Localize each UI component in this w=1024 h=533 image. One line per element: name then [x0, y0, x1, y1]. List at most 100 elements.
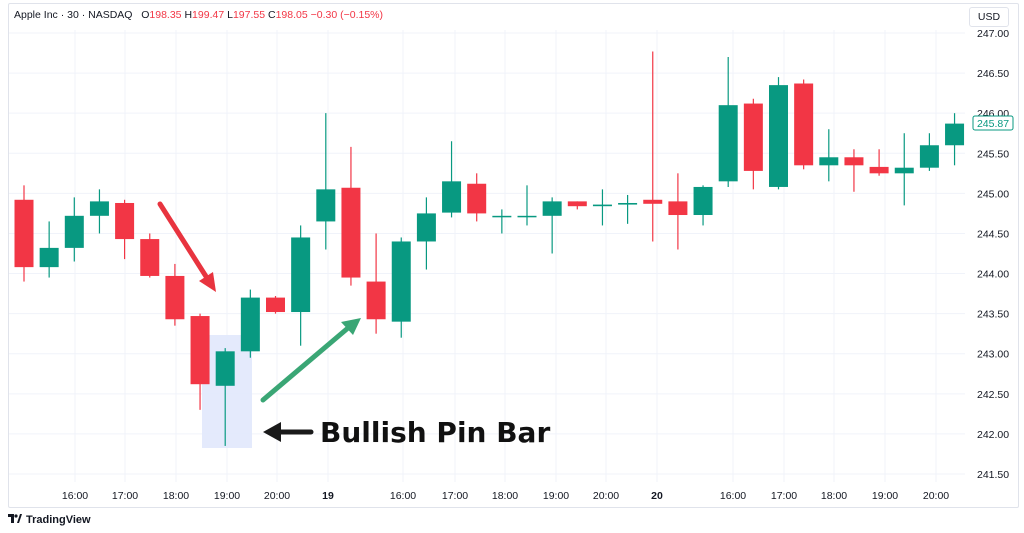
candle[interactable] — [39, 221, 59, 278]
price-tick-label: 246.50 — [977, 68, 1009, 80]
candle-body — [592, 204, 612, 207]
close-label: C — [267, 9, 276, 21]
candle[interactable] — [945, 113, 965, 166]
last-price-label: 245.87 — [972, 115, 1014, 131]
time-tick-label: 17:00 — [771, 490, 797, 502]
candle[interactable] — [190, 313, 210, 410]
down-arrow — [157, 201, 210, 281]
candle-body — [794, 83, 814, 166]
candle-body — [467, 183, 487, 214]
candle-body — [316, 189, 336, 222]
candle-body — [291, 237, 311, 313]
candle[interactable] — [316, 113, 336, 250]
candle-body — [919, 145, 939, 168]
candle[interactable] — [643, 51, 663, 242]
candle-body — [115, 202, 135, 240]
time-tick-label: 20:00 — [923, 490, 949, 502]
annotation-label: Bullish Pin Bar — [320, 416, 550, 449]
candle[interactable] — [769, 77, 788, 190]
candle-body — [769, 85, 788, 187]
pointer-arrowhead — [263, 422, 281, 442]
candle[interactable] — [140, 233, 160, 278]
candle-body — [869, 166, 889, 174]
candle[interactable] — [794, 79, 814, 170]
down-arrowhead — [199, 272, 216, 292]
candle[interactable] — [115, 199, 135, 260]
candle[interactable] — [618, 194, 638, 224]
candle[interactable] — [467, 173, 487, 222]
candles — [14, 51, 965, 446]
candle[interactable] — [894, 133, 914, 206]
candle-body — [442, 181, 462, 213]
candle-body — [416, 213, 436, 242]
candle[interactable] — [517, 185, 537, 226]
candle[interactable] — [165, 263, 185, 326]
tradingview-logo-icon — [8, 514, 22, 526]
candle[interactable] — [64, 197, 84, 262]
candle[interactable] — [416, 197, 436, 270]
time-tick-label: 19:00 — [543, 490, 569, 502]
candle[interactable] — [592, 189, 612, 226]
candle-body — [894, 167, 914, 174]
candle[interactable] — [240, 289, 260, 358]
candle[interactable] — [89, 189, 109, 234]
candle-body — [718, 105, 738, 182]
currency-button[interactable]: USD — [969, 7, 1009, 27]
symbol-name: Apple Inc · 30 · NASDAQ — [14, 9, 133, 21]
candle[interactable] — [266, 295, 285, 314]
candle-body — [945, 123, 965, 146]
candle[interactable] — [14, 185, 34, 282]
candle[interactable] — [844, 149, 864, 192]
candle-body — [567, 201, 587, 207]
candle-body — [492, 215, 512, 218]
price-axis: 247.00246.50246.00245.50245.00244.50244.… — [977, 28, 1009, 481]
candle[interactable] — [291, 225, 311, 346]
time-tick-label: 20:00 — [264, 490, 290, 502]
candle-body — [693, 186, 713, 216]
time-tick-label: 18:00 — [492, 490, 518, 502]
candle[interactable] — [743, 98, 763, 190]
price-tick-label: 242.00 — [977, 429, 1009, 441]
candle-body — [165, 275, 185, 320]
annotation-arrows — [157, 201, 361, 442]
last-price-value: 245.87 — [977, 118, 1009, 130]
tradingview-logo[interactable]: TradingView — [8, 514, 91, 526]
candle[interactable] — [668, 173, 688, 250]
time-axis: 16:00 17:00 18:00 19:00 20:00 19 16:00 17:00 18:… — [62, 490, 949, 502]
candle[interactable] — [919, 133, 939, 171]
candle-body — [215, 351, 235, 386]
candle-body — [391, 241, 411, 322]
time-tick-label: 17:00 — [442, 490, 468, 502]
candle[interactable] — [693, 185, 713, 226]
candle-body — [341, 187, 361, 278]
time-tick-label: 19:00 — [872, 490, 898, 502]
candle[interactable] — [819, 129, 839, 182]
time-tick-label: 17:00 — [112, 490, 138, 502]
candle[interactable] — [718, 57, 738, 187]
candle[interactable] — [366, 233, 386, 334]
candle[interactable] — [567, 201, 587, 210]
candle[interactable] — [442, 141, 462, 218]
candle-body — [618, 202, 638, 205]
open-value: 198.35 — [149, 9, 182, 21]
time-tick-label: 20 — [651, 490, 663, 502]
price-tick-label: 242.50 — [977, 389, 1009, 401]
close-value: 198.05 — [275, 9, 308, 21]
candle-body — [517, 215, 537, 218]
time-tick-label: 19 — [322, 490, 334, 502]
candle[interactable] — [215, 348, 235, 446]
chart-frame — [8, 3, 1019, 508]
time-tick-label: 16:00 — [62, 490, 88, 502]
candle[interactable] — [542, 197, 562, 254]
low-value: 197.55 — [232, 9, 266, 21]
candle[interactable] — [391, 237, 411, 338]
candle-body — [542, 201, 562, 216]
time-tick-label: 18:00 — [821, 490, 847, 502]
candle[interactable] — [492, 209, 512, 234]
brand-name: TradingView — [26, 514, 91, 526]
symbol-legend[interactable]: Apple Inc · 30 · NASDAQ O198.35 H199.47 … — [14, 9, 383, 21]
candle[interactable] — [341, 146, 361, 286]
candle[interactable] — [869, 149, 889, 176]
candle-body — [819, 157, 839, 166]
